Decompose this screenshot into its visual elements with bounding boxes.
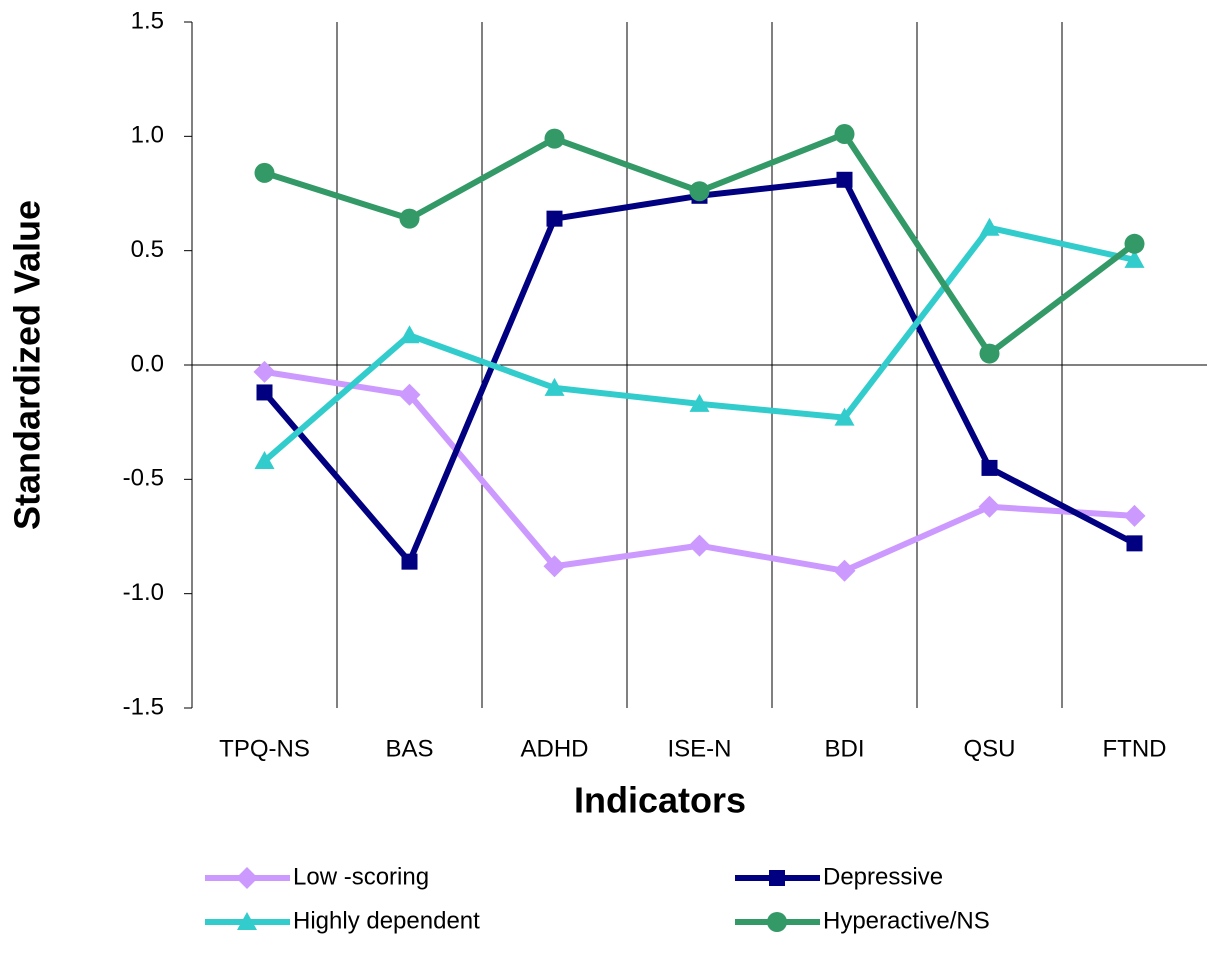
point [543, 555, 566, 578]
point [981, 459, 998, 476]
point [689, 181, 710, 202]
point [254, 162, 275, 183]
point [399, 208, 420, 229]
point [401, 553, 418, 570]
point [253, 360, 276, 383]
point [544, 128, 565, 149]
legend-marker [236, 867, 258, 889]
legend-marker [769, 870, 785, 886]
legend-marker [767, 912, 787, 932]
point [1126, 535, 1143, 552]
x-tick-label: QSU [963, 735, 1015, 762]
legend-label: Depressive [823, 863, 943, 890]
legend-label: Highly dependent [293, 907, 480, 934]
x-tick-label: FTND [1103, 735, 1167, 762]
point [1124, 233, 1145, 254]
point [834, 124, 855, 145]
legend-label: Hyperactive/NS [823, 907, 990, 934]
point [398, 383, 421, 406]
point [689, 393, 710, 412]
y-axis-title: Standardized Value [7, 200, 48, 530]
point [834, 407, 855, 426]
x-tick-label: ISE-N [667, 735, 731, 762]
legend-label: Low -scoring [293, 863, 429, 890]
series-line [262, 176, 1136, 565]
point [979, 343, 1000, 364]
point [546, 210, 563, 227]
point [254, 451, 275, 470]
y-tick-label: 0.5 [131, 236, 164, 263]
x-axis-title: Indicators [574, 780, 746, 821]
point [1123, 504, 1146, 527]
y-tick-label: 0.0 [131, 350, 164, 377]
y-tick-label: -1.0 [123, 579, 164, 606]
point [399, 325, 420, 344]
series-line [263, 131, 1137, 357]
point [978, 495, 1001, 518]
point [836, 171, 853, 188]
x-tick-label: BAS [385, 735, 433, 762]
point [979, 217, 1000, 236]
y-tick-label: -0.5 [123, 465, 164, 492]
y-tick-label: 1.0 [131, 122, 164, 149]
point [1124, 249, 1145, 268]
point [833, 559, 856, 582]
point [256, 384, 273, 401]
x-tick-label: BDI [824, 735, 864, 762]
x-tick-label: TPQ-NS [219, 735, 310, 762]
y-tick-label: 1.5 [131, 7, 164, 34]
point [544, 377, 565, 396]
point [688, 534, 711, 557]
y-tick-label: -1.5 [123, 693, 164, 720]
legend-marker [237, 912, 257, 930]
x-tick-label: ADHD [520, 735, 588, 762]
